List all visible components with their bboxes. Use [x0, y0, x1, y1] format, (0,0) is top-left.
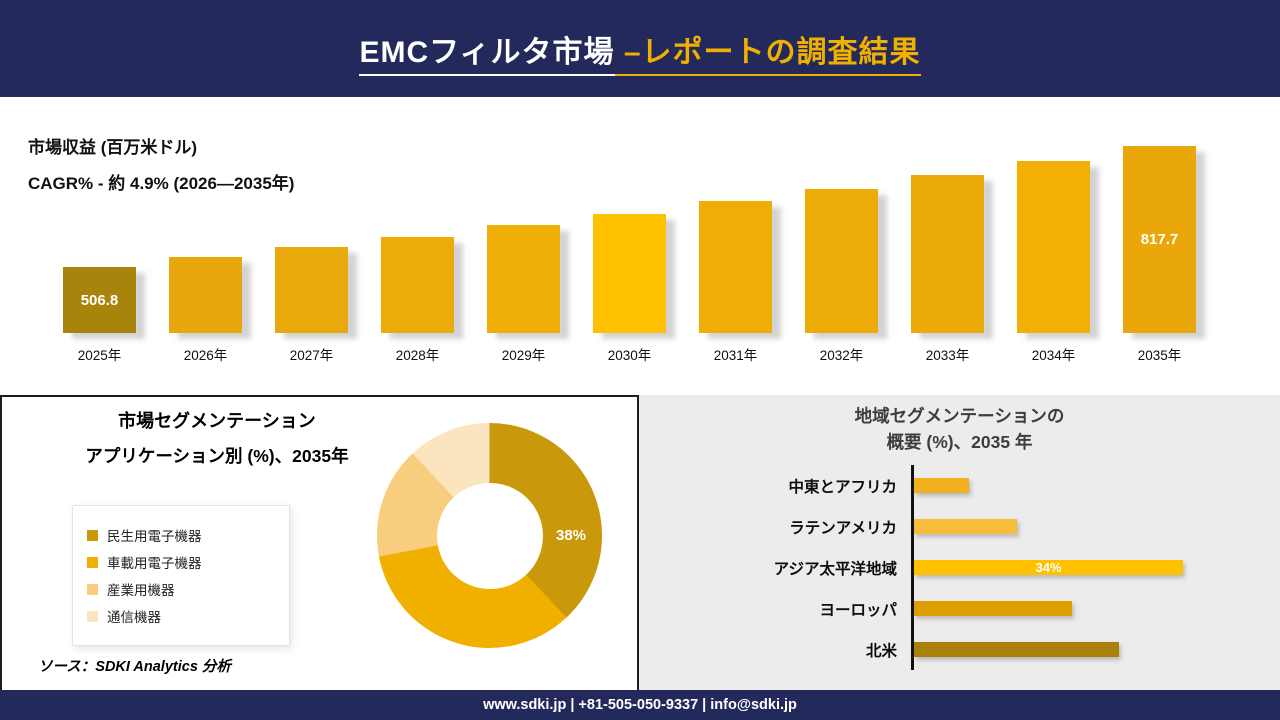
region-title: 地域セグメンテーションの	[854, 406, 1065, 426]
revenue-bar-2026年	[169, 257, 242, 333]
region-bar-ヨーロッパ	[914, 601, 1072, 616]
revenue-bar-2033年	[911, 175, 984, 333]
x-axis-label: 2027年	[289, 348, 334, 363]
segmentation-legend: 民生用電子機器 車載用電子機器 産業用機器通信機器	[72, 505, 290, 646]
region-bar-北米	[914, 642, 1119, 657]
donut-percent-label: 38%	[555, 527, 587, 544]
title-main: EMCフィルタ市場	[359, 35, 615, 76]
legend-item: 車載用電子機器	[87, 552, 275, 572]
revenue-chart-section: 市場収益 (百万米ドル) CAGR% - 約 4.9% (2026―2035年)…	[0, 97, 1280, 395]
region-bar-ラテンアメリカ	[914, 519, 1017, 534]
region-row: ラテンアメリカ	[647, 506, 1269, 547]
revenue-bar-2034年	[1017, 161, 1090, 333]
legend-item: 産業用機器	[87, 579, 275, 599]
legend-item: 通信機器	[87, 606, 275, 626]
legend-label: 車載用電子機器	[107, 556, 202, 571]
segmentation-subtitle: アプリケーション別 (%)、2035年	[85, 446, 349, 466]
region-bar-cell	[911, 506, 1269, 547]
legend-item: 民生用電子機器	[87, 525, 275, 545]
region-bar-cell	[911, 465, 1269, 506]
legend-label: 民生用電子機器	[107, 529, 202, 544]
cagr-label: CAGR% - 約 4.9% (2026―2035年)	[28, 174, 295, 193]
region-label: ヨーロッパ	[819, 601, 897, 619]
legend-swatch-icon	[87, 610, 98, 622]
region-row: 北米	[647, 629, 1269, 670]
revenue-bars: 506.8 817.7	[63, 146, 1196, 333]
legend-label: 産業用機器	[107, 583, 175, 598]
region-subtitle: 概要 (%)、2035 年	[886, 432, 1033, 452]
legend-swatch-icon	[87, 556, 98, 568]
revenue-bar-2032年	[805, 189, 878, 333]
x-axis-label: 2033年	[925, 348, 970, 363]
revenue-bar-2025年: 506.8	[63, 267, 136, 333]
region-bar-value-label: 34%	[1035, 560, 1062, 575]
legend-swatch-icon	[87, 529, 98, 541]
region-bar-cell	[911, 588, 1269, 629]
revenue-bar-2029年	[487, 225, 560, 333]
bottom-section: 市場セグメンテーション アプリケーション別 (%)、2035年 民生用電子機器車…	[0, 395, 1280, 690]
region-row: アジア太平洋地域 34%	[647, 547, 1269, 588]
region-panel: 地域セグメンテーションの 概要 (%)、2035 年 中東とアフリカ ラテンアメリ…	[639, 395, 1280, 690]
bar-value-label: 506.8	[80, 291, 119, 309]
revenue-bar-2031年	[699, 201, 772, 333]
revenue-bar-2030年	[593, 214, 666, 333]
region-bar-cell	[911, 629, 1269, 670]
legend-swatch-icon	[87, 583, 98, 595]
region-label: アジア太平洋地域	[773, 560, 897, 578]
region-row: 中東とアフリカ	[647, 465, 1269, 506]
title-accent: –レポートの調査結果	[614, 35, 921, 76]
x-axis-label: 2028年	[395, 348, 440, 363]
region-bar-アジア太平洋地域: 34%	[914, 560, 1183, 575]
x-axis-label: 2025年	[77, 348, 122, 363]
region-label: 北米	[865, 642, 897, 660]
bar-value-label: 817.7	[1140, 231, 1179, 248]
region-label: 中東とアフリカ	[788, 478, 897, 496]
revenue-bar-2028年	[381, 237, 454, 333]
region-row: ヨーロッパ	[647, 588, 1269, 629]
report-header: EMCフィルタ市場 –レポートの調査結果	[0, 0, 1280, 97]
segmentation-title: 市場セグメンテーション	[118, 411, 316, 431]
revenue-x-axis: 2025年 2026年 2027年 2028年 2029年 2030年 2031年 2032年…	[63, 344, 1196, 364]
source-note: ソース：SDKI Analytics 分析	[38, 659, 231, 675]
legend-label: 通信機器	[107, 610, 161, 625]
region-bar-chart: 中東とアフリカ ラテンアメリカアジア太平洋地域 34% ヨーロッパ北米	[647, 465, 1269, 670]
donut-hole	[436, 482, 543, 589]
region-bar-cell: 34%	[911, 547, 1269, 588]
revenue-bar-2027年	[275, 247, 348, 333]
x-axis-label: 2035年	[1137, 348, 1182, 363]
x-axis-label: 2031年	[713, 348, 758, 363]
footer-contact: www.sdki.jp | +81-505-050-9337 | info@sd…	[483, 697, 797, 713]
region-label: ラテンアメリカ	[789, 519, 897, 537]
x-axis-label: 2032年	[819, 348, 864, 363]
footer-bar: www.sdki.jp | +81-505-050-9337 | info@sd…	[0, 690, 1280, 720]
x-axis-label: 2026年	[183, 348, 228, 363]
application-donut-chart	[377, 423, 602, 648]
segmentation-panel: 市場セグメンテーション アプリケーション別 (%)、2035年 民生用電子機器車…	[0, 395, 639, 690]
x-axis-label: 2034年	[1031, 348, 1076, 363]
x-axis-label: 2030年	[607, 348, 652, 363]
region-bar-中東とアフリカ	[914, 478, 969, 493]
revenue-bar-2035年: 817.7	[1123, 146, 1196, 333]
page-title: EMCフィルタ市場 –レポートの調査結果	[359, 27, 921, 76]
revenue-metric-label: 市場収益 (百万米ドル)	[28, 138, 198, 157]
x-axis-label: 2029年	[501, 348, 546, 363]
